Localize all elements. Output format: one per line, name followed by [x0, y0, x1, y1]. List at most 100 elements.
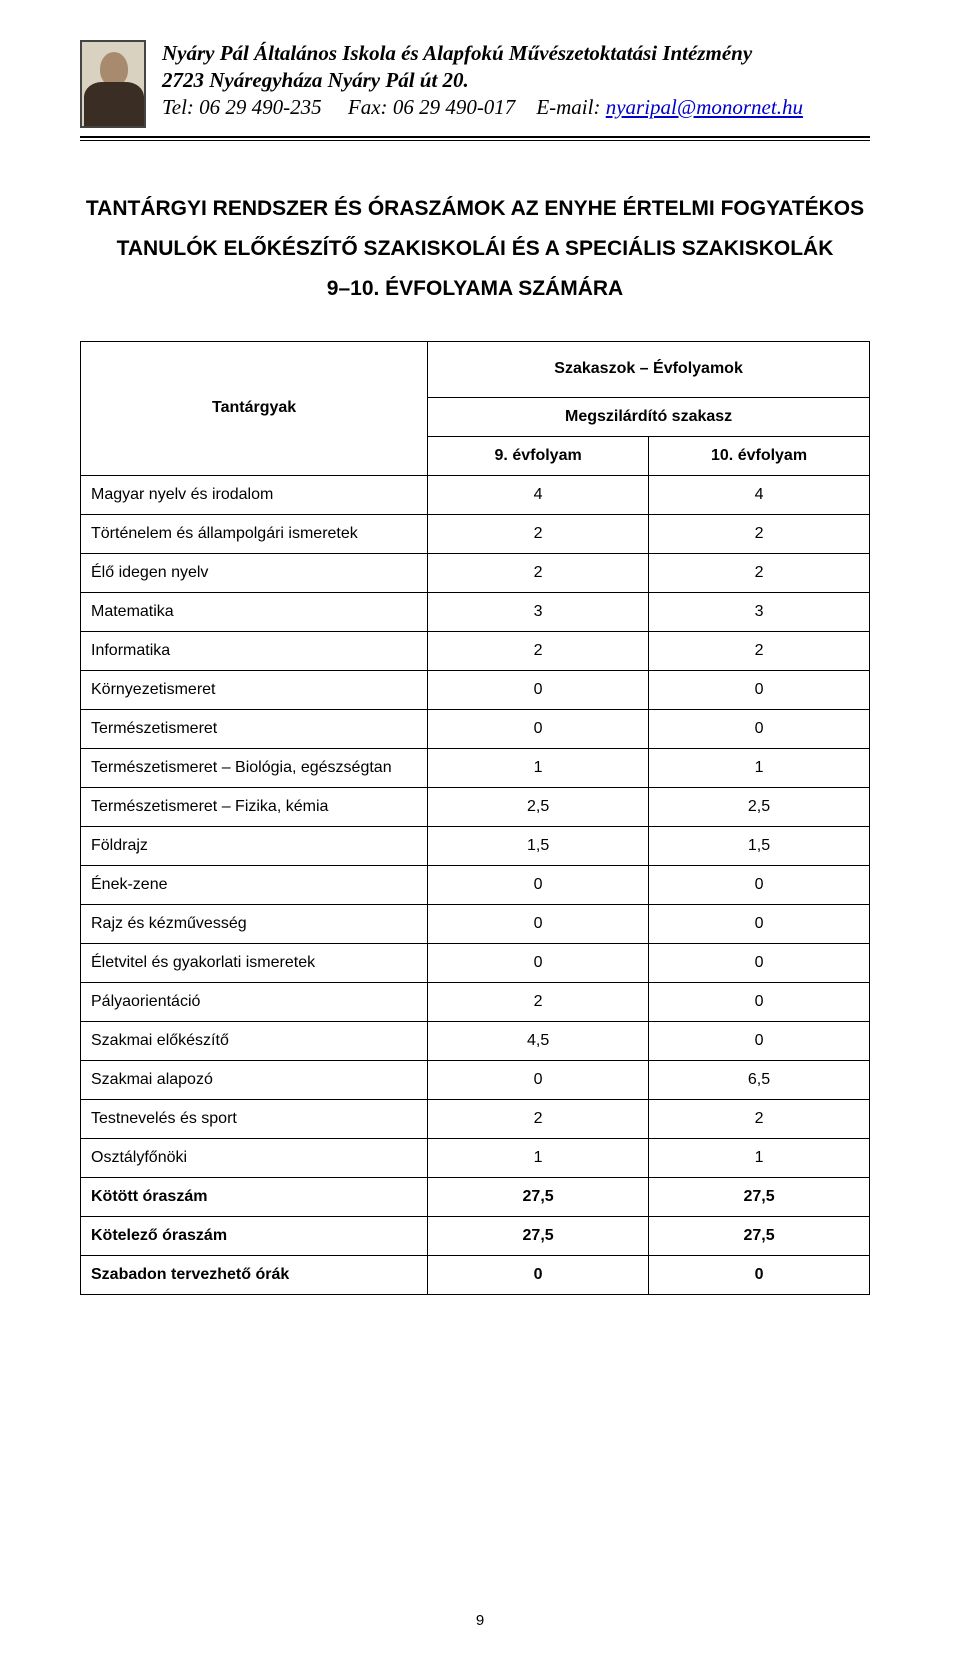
letterhead: Nyáry Pál Általános Iskola és Alapfokú M…	[80, 40, 870, 128]
table-row: Természetismeret00	[81, 709, 870, 748]
letterhead-text: Nyáry Pál Általános Iskola és Alapfokú M…	[162, 40, 870, 121]
value-col-1: 4,5	[428, 1021, 649, 1060]
value-col-1: 2	[428, 553, 649, 592]
value-col-2: 0	[649, 709, 870, 748]
table-row: Rajz és kézművesség00	[81, 904, 870, 943]
subject-label: Informatika	[81, 631, 428, 670]
table-row: Történelem és állampolgári ismeretek22	[81, 514, 870, 553]
table-row: Matematika33	[81, 592, 870, 631]
value-col-2: 0	[649, 670, 870, 709]
value-col-2: 4	[649, 475, 870, 514]
value-col-1: 0	[428, 1255, 649, 1294]
value-col-2: 0	[649, 982, 870, 1021]
subject-label: Pályaorientáció	[81, 982, 428, 1021]
value-col-1: 27,5	[428, 1216, 649, 1255]
title-line-2: TANULÓK ELŐKÉSZÍTŐ SZAKISKOLÁI ÉS A SPEC…	[80, 229, 870, 269]
tel-value: 06 29 490-235	[199, 95, 322, 119]
title-line-3: 9–10. ÉVFOLYAMA SZÁMÁRA	[80, 269, 870, 309]
subject-label: Testnevelés és sport	[81, 1099, 428, 1138]
value-col-1: 3	[428, 592, 649, 631]
header-col-2: 10. évfolyam	[649, 436, 870, 475]
subject-label: Környezetismeret	[81, 670, 428, 709]
value-col-1: 2	[428, 982, 649, 1021]
value-col-1: 2	[428, 631, 649, 670]
table-head: Tantárgyak Szakaszok – Évfolyamok Megszi…	[81, 341, 870, 475]
value-col-2: 0	[649, 865, 870, 904]
value-col-1: 0	[428, 865, 649, 904]
institution-address: 2723 Nyáregyháza Nyáry Pál út 20.	[162, 67, 870, 94]
document-title: TANTÁRGYI RENDSZER ÉS ÓRASZÁMOK AZ ENYHE…	[80, 189, 870, 309]
table-row: Természetismeret – Fizika, kémia2,52,5	[81, 787, 870, 826]
value-col-2: 2	[649, 1099, 870, 1138]
value-col-2: 0	[649, 904, 870, 943]
table-row: Természetismeret – Biológia, egészségtan…	[81, 748, 870, 787]
value-col-2: 2	[649, 553, 870, 592]
table-row: Szabadon tervezhető órák00	[81, 1255, 870, 1294]
subject-label: Magyar nyelv és irodalom	[81, 475, 428, 514]
subject-label: Kötelező óraszám	[81, 1216, 428, 1255]
value-col-1: 0	[428, 943, 649, 982]
value-col-2: 0	[649, 1021, 870, 1060]
subject-label: Matematika	[81, 592, 428, 631]
subject-label: Természetismeret	[81, 709, 428, 748]
subject-label: Szakmai alapozó	[81, 1060, 428, 1099]
value-col-1: 2	[428, 1099, 649, 1138]
subject-label: Földrajz	[81, 826, 428, 865]
institution-name: Nyáry Pál Általános Iskola és Alapfokú M…	[162, 40, 870, 67]
value-col-2: 1,5	[649, 826, 870, 865]
header-col-1: 9. évfolyam	[428, 436, 649, 475]
tel-label: Tel:	[162, 95, 194, 119]
table-body: Magyar nyelv és irodalom44Történelem és …	[81, 475, 870, 1294]
page-number: 9	[476, 1612, 484, 1629]
value-col-1: 2,5	[428, 787, 649, 826]
value-col-1: 1	[428, 748, 649, 787]
email-label: E-mail:	[536, 95, 600, 119]
portrait-image	[80, 40, 146, 128]
value-col-2: 2,5	[649, 787, 870, 826]
subject-label: Ének-zene	[81, 865, 428, 904]
value-col-2: 1	[649, 1138, 870, 1177]
header-stages: Szakaszok – Évfolyamok	[428, 341, 870, 397]
value-col-1: 1	[428, 1138, 649, 1177]
value-col-1: 0	[428, 1060, 649, 1099]
value-col-2: 2	[649, 631, 870, 670]
value-col-2: 1	[649, 748, 870, 787]
subject-label: Osztályfőnöki	[81, 1138, 428, 1177]
value-col-1: 0	[428, 904, 649, 943]
value-col-2: 0	[649, 1255, 870, 1294]
value-col-1: 1,5	[428, 826, 649, 865]
value-col-2: 3	[649, 592, 870, 631]
table-row: Kötelező óraszám27,527,5	[81, 1216, 870, 1255]
email-link[interactable]: nyaripal@monornet.hu	[606, 95, 803, 119]
table-row: Ének-zene00	[81, 865, 870, 904]
page: Nyáry Pál Általános Iskola és Alapfokú M…	[0, 0, 960, 1657]
subject-label: Rajz és kézművesség	[81, 904, 428, 943]
header-subjects: Tantárgyak	[81, 341, 428, 475]
value-col-2: 27,5	[649, 1216, 870, 1255]
table-header-row-1: Tantárgyak Szakaszok – Évfolyamok	[81, 341, 870, 397]
table-row: Környezetismeret00	[81, 670, 870, 709]
table-row: Életvitel és gyakorlati ismeretek00	[81, 943, 870, 982]
value-col-2: 0	[649, 943, 870, 982]
subject-label: Szakmai előkészítő	[81, 1021, 428, 1060]
subject-label: Szabadon tervezhető órák	[81, 1255, 428, 1294]
divider-thin	[80, 140, 870, 141]
table-row: Magyar nyelv és irodalom44	[81, 475, 870, 514]
title-line-1: TANTÁRGYI RENDSZER ÉS ÓRASZÁMOK AZ ENYHE…	[80, 189, 870, 229]
value-col-1: 0	[428, 670, 649, 709]
table-row: Élő idegen nyelv22	[81, 553, 870, 592]
subject-label: Életvitel és gyakorlati ismeretek	[81, 943, 428, 982]
value-col-1: 27,5	[428, 1177, 649, 1216]
table-row: Szakmai alapozó06,5	[81, 1060, 870, 1099]
value-col-2: 27,5	[649, 1177, 870, 1216]
value-col-1: 4	[428, 475, 649, 514]
value-col-1: 2	[428, 514, 649, 553]
subject-label: Természetismeret – Biológia, egészségtan	[81, 748, 428, 787]
table-row: Testnevelés és sport22	[81, 1099, 870, 1138]
subject-label: Élő idegen nyelv	[81, 553, 428, 592]
subject-label: Kötött óraszám	[81, 1177, 428, 1216]
subject-label: Történelem és állampolgári ismeretek	[81, 514, 428, 553]
value-col-1: 0	[428, 709, 649, 748]
value-col-2: 2	[649, 514, 870, 553]
institution-contact: Tel: 06 29 490-235 Fax: 06 29 490-017 E-…	[162, 94, 870, 121]
